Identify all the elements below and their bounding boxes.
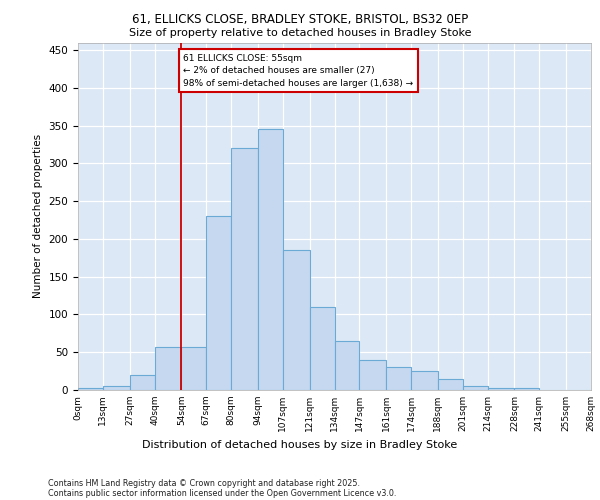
Text: Size of property relative to detached houses in Bradley Stoke: Size of property relative to detached ho… xyxy=(129,28,471,38)
Bar xyxy=(283,250,310,390)
Bar xyxy=(258,130,283,390)
Bar xyxy=(231,148,258,390)
Text: 61 ELLICKS CLOSE: 55sqm
← 2% of detached houses are smaller (27)
98% of semi-det: 61 ELLICKS CLOSE: 55sqm ← 2% of detached… xyxy=(183,54,413,88)
Bar xyxy=(130,375,155,390)
Bar xyxy=(386,368,411,390)
Bar xyxy=(463,386,488,390)
Bar xyxy=(488,388,514,390)
Bar xyxy=(438,378,463,390)
Text: 61, ELLICKS CLOSE, BRADLEY STOKE, BRISTOL, BS32 0EP: 61, ELLICKS CLOSE, BRADLEY STOKE, BRISTO… xyxy=(132,12,468,26)
Bar xyxy=(181,347,206,390)
Y-axis label: Number of detached properties: Number of detached properties xyxy=(33,134,43,298)
Bar xyxy=(155,347,181,390)
Bar xyxy=(359,360,386,390)
Bar xyxy=(206,216,231,390)
Bar xyxy=(310,307,335,390)
Text: Contains public sector information licensed under the Open Government Licence v3: Contains public sector information licen… xyxy=(48,488,397,498)
Bar xyxy=(78,388,103,390)
Bar xyxy=(514,388,539,390)
Text: Contains HM Land Registry data © Crown copyright and database right 2025.: Contains HM Land Registry data © Crown c… xyxy=(48,478,360,488)
Bar xyxy=(411,371,438,390)
Text: Distribution of detached houses by size in Bradley Stoke: Distribution of detached houses by size … xyxy=(142,440,458,450)
Bar xyxy=(103,386,130,390)
Bar xyxy=(335,341,359,390)
